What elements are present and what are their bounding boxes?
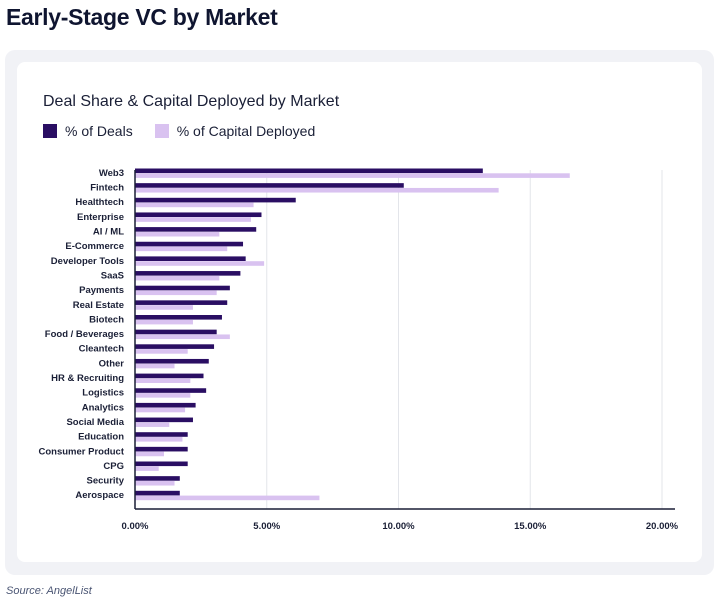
- legend-swatch-capital: [154, 124, 169, 138]
- category-label-12: Cleantech: [79, 344, 125, 355]
- capital-bar-16: [135, 407, 186, 413]
- capital-bar-17: [135, 422, 170, 427]
- capital-bar-6: [135, 261, 265, 266]
- category-label-19: Consumer Product: [38, 446, 124, 457]
- capital-bar-20: [135, 466, 159, 471]
- category-label-1: Fintech: [90, 183, 124, 194]
- x-tick-label-0: 0.00%: [122, 521, 149, 532]
- x-tick-label-4: 20.00%: [646, 521, 679, 532]
- category-label-3: Enterprise: [77, 212, 124, 223]
- deals-bar-19: [135, 446, 188, 452]
- capital-bar-8: [135, 290, 217, 296]
- category-label-4: AI / ML: [93, 227, 124, 238]
- source-note: Source: AngelList: [6, 585, 92, 597]
- category-label-5: E-Commerce: [65, 241, 124, 252]
- deals-bar-2: [135, 197, 296, 203]
- category-label-13: Other: [99, 358, 125, 369]
- capital-bar-9: [135, 305, 193, 310]
- capital-bar-22: [135, 495, 320, 501]
- x-tick-label-3: 15.00%: [514, 521, 547, 532]
- capital-bar-10: [135, 319, 193, 325]
- deals-bar-13: [135, 358, 209, 364]
- category-label-7: SaaS: [101, 270, 124, 281]
- category-label-21: Security: [87, 476, 125, 487]
- deals-bar-3: [135, 212, 262, 218]
- deals-bar-17: [135, 417, 193, 423]
- deals-bar-6: [135, 256, 246, 261]
- chart-card: [17, 62, 702, 562]
- category-label-18: Education: [78, 432, 124, 443]
- capital-bar-4: [135, 231, 220, 237]
- chart-title: Deal Share & Capital Deployed by Market: [43, 93, 340, 110]
- legend-label-capital: % of Capital Deployed: [176, 123, 316, 139]
- capital-bar-3: [135, 217, 251, 222]
- x-tick-label-2: 10.00%: [382, 521, 415, 532]
- legend-item-capital: % of Capital Deployed: [154, 123, 316, 139]
- capital-bar-11: [135, 334, 230, 340]
- legend-label-deals: % of Deals: [65, 123, 133, 139]
- deals-bar-12: [135, 344, 215, 349]
- category-label-17: Social Media: [66, 417, 124, 428]
- category-label-16: Analytics: [82, 402, 124, 413]
- capital-bar-18: [135, 437, 183, 442]
- capital-bar-7: [135, 275, 220, 281]
- category-label-14: HR & Recruiting: [51, 373, 124, 384]
- deals-bar-20: [135, 461, 188, 467]
- legend-item-deals: % of Deals: [43, 123, 133, 139]
- deals-bar-10: [135, 315, 222, 320]
- capital-bar-2: [135, 202, 254, 208]
- capital-bar-12: [135, 349, 188, 354]
- category-label-10: Biotech: [89, 314, 124, 325]
- deals-bar-4: [135, 227, 257, 232]
- category-label-20: CPG: [103, 461, 124, 472]
- capital-bar-14: [135, 378, 191, 383]
- deals-bar-9: [135, 300, 228, 305]
- chart-legend: % of Deals % of Capital Deployed: [43, 122, 337, 140]
- deals-bar-15: [135, 388, 207, 393]
- capital-bar-21: [135, 480, 175, 486]
- deals-bar-8: [135, 285, 230, 291]
- capital-bar-1: [135, 187, 499, 193]
- category-label-6: Developer Tools: [51, 256, 124, 267]
- category-label-8: Payments: [79, 285, 124, 296]
- deals-bar-22: [135, 490, 180, 496]
- category-label-15: Logistics: [82, 388, 124, 399]
- legend-swatch-deals: [43, 124, 57, 138]
- category-label-11: Food / Beverages: [45, 329, 124, 340]
- deals-bar-7: [135, 271, 241, 276]
- category-label-2: Healthtech: [75, 197, 124, 208]
- capital-bar-5: [135, 246, 228, 252]
- category-label-22: Aerospace: [75, 490, 124, 501]
- category-label-9: Real Estate: [73, 300, 124, 311]
- page-title: Early-Stage VC by Market: [6, 4, 278, 30]
- capital-bar-19: [135, 451, 164, 457]
- deals-bar-1: [135, 183, 404, 188]
- deals-bar-5: [135, 241, 244, 247]
- capital-bar-13: [135, 363, 175, 369]
- deals-bar-21: [135, 476, 180, 481]
- deals-bar-14: [135, 373, 204, 379]
- x-tick-label-1: 5.00%: [253, 521, 280, 532]
- capital-bar-0: [135, 173, 570, 178]
- deals-bar-16: [135, 402, 196, 408]
- deals-bar-11: [135, 329, 217, 335]
- deals-bar-0: [135, 168, 483, 174]
- capital-bar-15: [135, 393, 191, 398]
- category-label-0: Web3: [99, 168, 124, 179]
- deals-bar-18: [135, 432, 188, 437]
